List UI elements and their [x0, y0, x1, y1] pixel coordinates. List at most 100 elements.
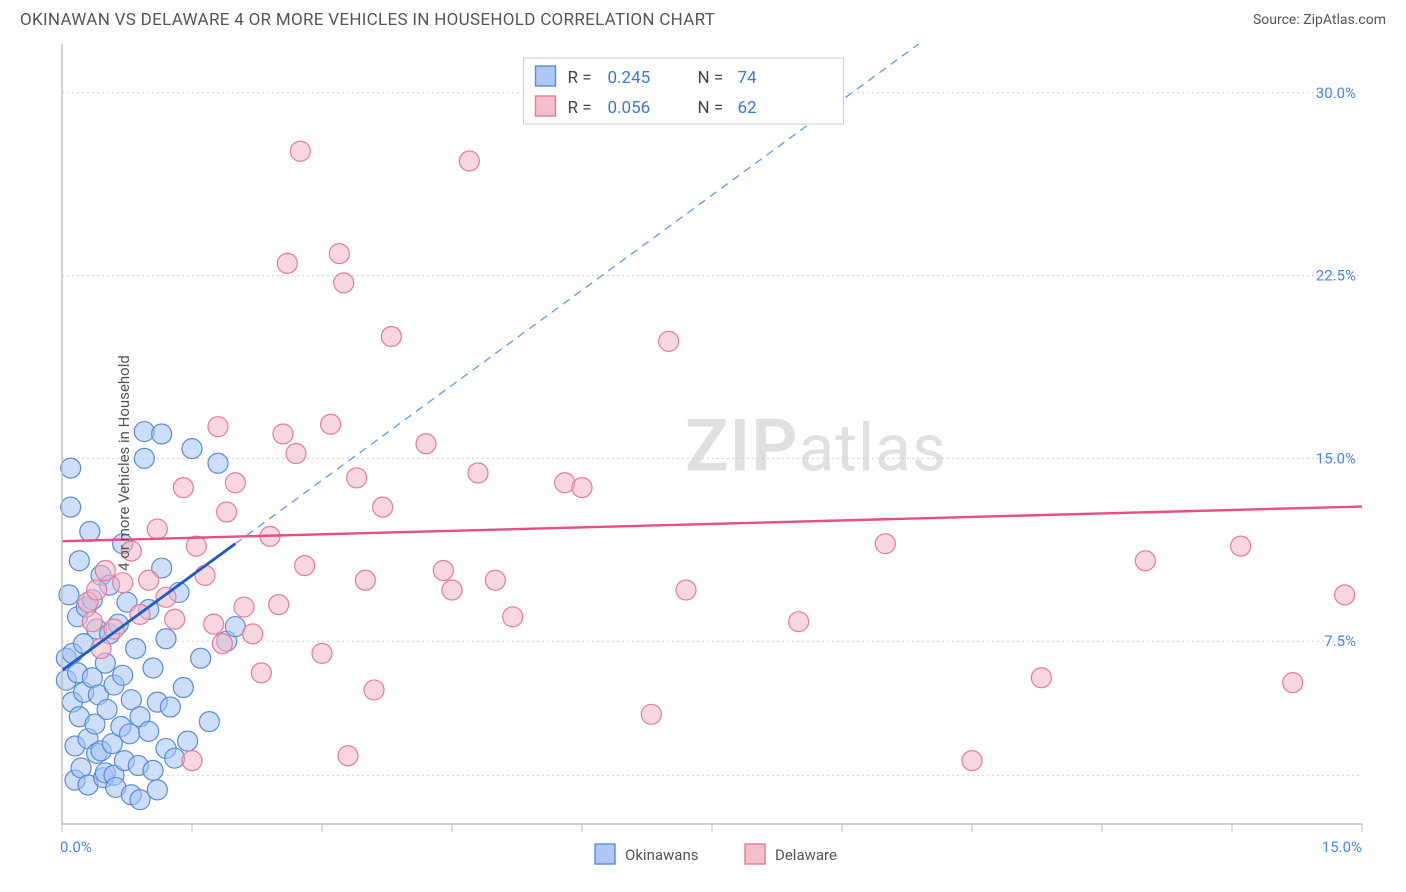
stats-n-val-2: 62	[738, 98, 757, 118]
data-point	[659, 331, 679, 351]
data-point	[442, 580, 462, 600]
data-point	[87, 580, 107, 600]
data-point	[165, 748, 185, 768]
data-point	[243, 624, 263, 644]
data-point	[113, 665, 133, 685]
chart-header: OKINAWAN VS DELAWARE 4 OR MORE VEHICLES …	[0, 0, 1406, 36]
data-point	[1335, 585, 1355, 605]
stats-swatch-delaware	[536, 96, 556, 116]
data-point	[139, 570, 159, 590]
trend-line-delaware	[62, 507, 1362, 542]
stats-r-val-2: 0.056	[608, 98, 651, 118]
data-point	[134, 448, 154, 468]
data-point	[1283, 673, 1303, 693]
data-point	[269, 595, 289, 615]
data-point	[347, 468, 367, 488]
data-point	[789, 612, 809, 632]
data-point	[212, 634, 232, 654]
data-point	[208, 453, 228, 473]
stats-swatch-okinawans	[536, 66, 556, 86]
data-point	[126, 639, 146, 659]
data-point	[334, 273, 354, 293]
data-point	[143, 658, 163, 678]
data-point	[321, 414, 341, 434]
legend-swatch-delaware	[745, 844, 765, 864]
data-point	[1135, 551, 1155, 571]
chart-title: OKINAWAN VS DELAWARE 4 OR MORE VEHICLES …	[20, 10, 715, 30]
data-point	[433, 561, 453, 581]
stats-n-label-2: N =	[698, 98, 724, 118]
data-point	[195, 565, 215, 585]
legend-swatch-okinawans	[595, 844, 615, 864]
legend-label-okinawans: Okinawans	[625, 846, 698, 864]
data-point	[503, 607, 523, 627]
data-point	[199, 712, 219, 732]
data-point	[217, 502, 237, 522]
data-point	[139, 721, 159, 741]
data-point	[130, 790, 150, 810]
source-prefix: Source:	[1253, 12, 1303, 28]
data-point	[152, 424, 172, 444]
data-point	[338, 746, 358, 766]
data-point	[273, 424, 293, 444]
x-tick-label-max: 15.0%	[1322, 838, 1362, 856]
data-point	[329, 244, 349, 264]
data-point	[113, 573, 133, 593]
stats-r-val-1: 0.245	[608, 68, 651, 88]
y-tick-label: 7.5%	[1324, 632, 1356, 650]
data-point	[80, 522, 100, 542]
data-point	[1031, 668, 1051, 688]
data-point	[875, 534, 895, 554]
data-point	[676, 580, 696, 600]
data-point	[641, 704, 661, 724]
data-point	[173, 678, 193, 698]
data-point	[182, 751, 202, 771]
stats-r-label-1: R =	[568, 68, 592, 88]
data-point	[277, 253, 297, 273]
data-point	[364, 680, 384, 700]
data-point	[61, 458, 81, 478]
data-point	[61, 497, 81, 517]
data-point	[208, 417, 228, 437]
stats-r-label-2: R =	[568, 98, 592, 118]
y-tick-label: 22.5%	[1316, 267, 1356, 285]
stats-n-val-1: 74	[738, 68, 758, 88]
y-tick-label: 30.0%	[1316, 84, 1356, 102]
chart-source: Source: ZipAtlas.com	[1253, 12, 1386, 28]
data-point	[134, 422, 154, 442]
y-axis-label: 4 or more Vehicles in Household	[115, 355, 133, 571]
data-point	[485, 570, 505, 590]
stats-n-label-1: N =	[698, 68, 724, 88]
data-point	[156, 629, 176, 649]
data-point	[312, 643, 332, 663]
data-point	[160, 697, 180, 717]
chart-area: 4 or more Vehicles in Household ZIPatlas…	[20, 44, 1386, 882]
data-point	[251, 663, 271, 683]
data-point	[416, 434, 436, 454]
data-point	[147, 519, 167, 539]
data-point	[97, 699, 117, 719]
data-point	[95, 561, 115, 581]
watermark: ZIPatlas	[685, 404, 947, 489]
data-point	[572, 478, 592, 498]
data-point	[468, 463, 488, 483]
data-point	[182, 439, 202, 459]
source-name: ZipAtlas.com	[1303, 12, 1386, 28]
data-point	[234, 597, 254, 617]
data-point	[381, 327, 401, 347]
data-point	[373, 497, 393, 517]
data-point	[165, 609, 185, 629]
data-point	[120, 724, 140, 744]
data-point	[962, 751, 982, 771]
data-point	[186, 536, 206, 556]
scatter-chart: ZIPatlas7.5%15.0%22.5%30.0%0.0%15.0%R =0…	[20, 44, 1386, 882]
data-point	[178, 731, 198, 751]
data-point	[290, 141, 310, 161]
data-point	[225, 473, 245, 493]
legend-label-delaware: Delaware	[775, 846, 837, 864]
data-point	[69, 551, 89, 571]
data-point	[204, 614, 224, 634]
data-point	[191, 648, 211, 668]
data-point	[173, 478, 193, 498]
data-point	[286, 444, 306, 464]
